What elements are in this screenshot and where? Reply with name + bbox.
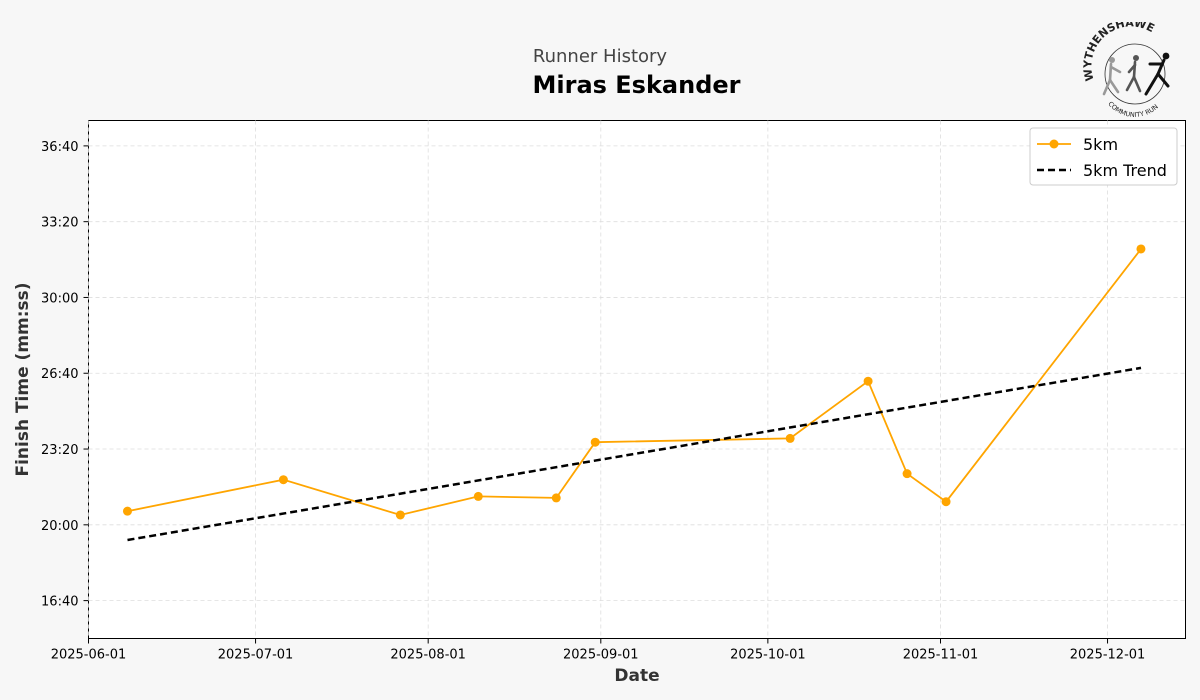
data-point bbox=[278, 475, 288, 485]
data-point bbox=[941, 497, 951, 507]
chart-subtitle: Runner History bbox=[532, 46, 668, 67]
plot-area bbox=[88, 120, 1186, 639]
x-tick-label: 2025-11-01 bbox=[903, 648, 979, 663]
logo-bottom-text: COMMUNITY RUN bbox=[1106, 100, 1159, 119]
y-tick-label: 36:40 bbox=[41, 140, 78, 155]
trend-line bbox=[127, 366, 1142, 542]
data-point bbox=[863, 376, 873, 386]
data-point bbox=[785, 433, 795, 443]
x-tick-label: 2025-06-01 bbox=[51, 648, 127, 663]
legend-swatch-marker bbox=[1049, 139, 1059, 149]
data-point bbox=[395, 510, 405, 520]
data-point bbox=[551, 493, 561, 503]
community-run-logo: WYTHENSHAWE COMMUNITY RUN bbox=[1081, 22, 1170, 119]
legend-box bbox=[1029, 127, 1178, 186]
x-tick-label: 2025-10-01 bbox=[730, 648, 806, 663]
x-tick-label: 2025-07-01 bbox=[218, 648, 294, 663]
y-tick-label: 30:00 bbox=[41, 291, 78, 306]
data-point bbox=[590, 437, 600, 447]
y-tick-label: 33:20 bbox=[41, 216, 78, 231]
legend-label: 5km Trend bbox=[1083, 161, 1167, 180]
legend-label: 5km bbox=[1083, 135, 1118, 154]
y-tick-label: 23:20 bbox=[41, 443, 78, 458]
runner-silhouettes-icon bbox=[1102, 52, 1170, 96]
y-tick-label: 20:00 bbox=[41, 519, 78, 534]
y-tick-label: 16:40 bbox=[41, 595, 78, 610]
x-tick-label: 2025-08-01 bbox=[390, 648, 466, 663]
y-tick-label: 26:40 bbox=[41, 367, 78, 382]
x-tick-label: 2025-12-01 bbox=[1070, 648, 1146, 663]
chart-title: Miras Eskander bbox=[532, 71, 741, 99]
data-point bbox=[473, 491, 483, 501]
logo-top-text: WYTHENSHAWE bbox=[1081, 22, 1156, 82]
x-tick-label: 2025-09-01 bbox=[563, 648, 639, 663]
data-point bbox=[122, 506, 132, 516]
y-axis-label: Finish Time (mm:ss) bbox=[13, 282, 33, 476]
data-point bbox=[1136, 244, 1146, 254]
data-point bbox=[902, 469, 912, 479]
x-axis-label: Date bbox=[614, 666, 659, 686]
